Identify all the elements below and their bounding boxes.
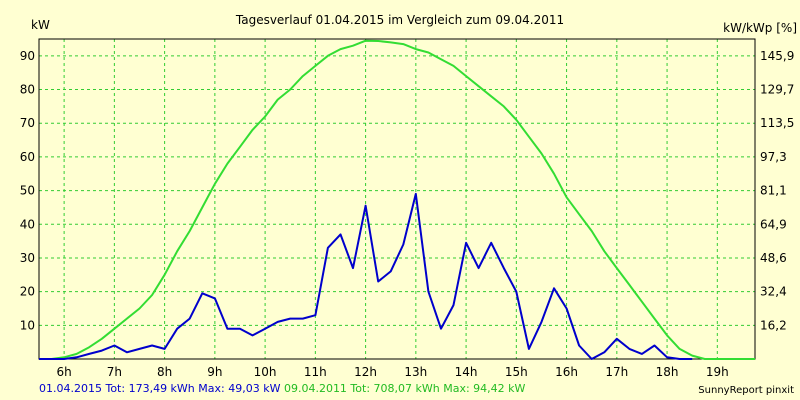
plot-frame [38,38,756,360]
series-lines [39,39,755,360]
x-tick-label: 10h [254,365,277,379]
x-tick-label: 8h [157,365,172,379]
grid [39,39,755,359]
y-tick-label: 40 [20,217,35,231]
y2-tick-label: 97,3 [760,150,787,164]
x-tick-label: 15h [505,365,528,379]
y2-axis-ticks: 16,2 32,4 48,6 64,9 81,1 97,3 113,5 129,7 145,9 [760,49,794,332]
y-tick-label: 60 [20,150,35,164]
y-tick-label: 20 [20,285,35,299]
y-tick-label: 80 [20,83,35,97]
x-tick-label: 6h [56,365,71,379]
y-axis-label: kW [31,18,50,32]
x-tick-label: 12h [354,365,377,379]
x-tick-label: 14h [455,365,478,379]
y-tick-label: 70 [20,116,35,130]
y2-tick-label: 129,7 [760,83,794,97]
y-tick-label: 30 [20,251,35,265]
y-tick-label: 90 [20,49,35,63]
x-tick-label: 13h [404,365,427,379]
x-tick-label: 17h [605,365,628,379]
footer-series-2011: 09.04.2011 Tot: 708,07 kWh Max: 94,42 kW [283,382,526,395]
y2-tick-label: 48,6 [760,251,787,265]
x-tick-label: 11h [304,365,327,379]
x-tick-label: 16h [555,365,578,379]
y2-tick-label: 32,4 [760,285,787,299]
credit-label: SunnyReport pinxit [698,385,794,396]
series-line-2011 [39,39,755,360]
footer-series-2015: 01.04.2015 Tot: 173,49 kWh Max: 49,03 kW [39,382,281,395]
x-tick-label: 18h [656,365,679,379]
x-tick-label: 19h [706,365,729,379]
footer-summary: 01.04.2015 Tot: 173,49 kWh Max: 49,03 kW… [39,382,525,395]
x-axis-ticks: 6h 7h 8h 9h 10h 11h 12h 13h 14h 15h 16h 17h 18h 19h [56,365,728,379]
y-tick-label: 50 [20,184,35,198]
y2-tick-label: 64,9 [760,217,787,231]
y-axis-ticks: 10 20 30 40 50 60 70 80 90 [20,49,35,332]
y2-axis-label: kW/kWp [%] [723,21,797,35]
x-tick-label: 7h [107,365,122,379]
y2-tick-label: 81,1 [760,184,787,198]
y2-tick-label: 113,5 [760,116,794,130]
series-line-2015 [39,192,693,360]
x-tick-label: 9h [207,365,222,379]
y2-tick-label: 145,9 [760,49,794,63]
y-tick-label: 10 [20,318,35,332]
y2-tick-label: 16,2 [760,318,787,332]
chart-title: Tagesverlauf 01.04.2015 im Vergleich zum… [235,13,564,27]
